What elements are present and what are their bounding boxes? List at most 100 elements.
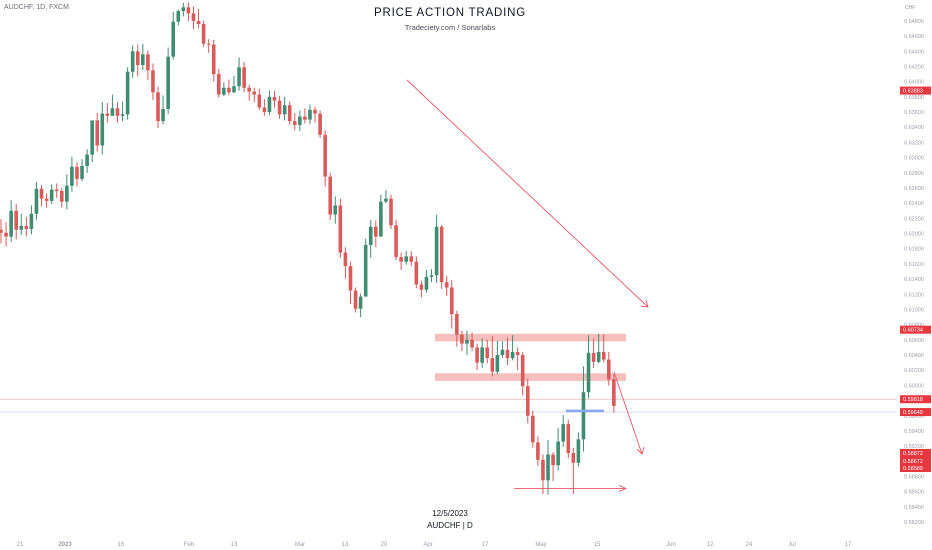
- y-tick-label: 0.62400: [904, 201, 924, 207]
- candle-body: [90, 120, 94, 155]
- x-tick-label: 12: [707, 542, 714, 548]
- candle-body: [470, 339, 474, 348]
- x-tick-label: 24: [746, 542, 753, 548]
- candle-body: [171, 21, 176, 57]
- currency-label: CHF: [905, 5, 916, 11]
- candle-body: [65, 185, 69, 202]
- candle-body: [536, 442, 540, 460]
- downtrend-arrow-head: [640, 299, 649, 308]
- candle-body: [546, 454, 550, 481]
- x-tick-label: 17: [482, 542, 489, 548]
- price-tag-label: 0.59649: [903, 410, 923, 416]
- candle-body: [475, 347, 479, 363]
- price-tag-bg: [900, 408, 931, 417]
- y-tick-label: 0.61000: [904, 307, 924, 313]
- y-tick-label: 0.60600: [904, 338, 924, 344]
- candle-body: [227, 87, 231, 93]
- candle-body: [272, 96, 277, 101]
- candle-body: [287, 105, 292, 122]
- candle-body: [80, 165, 84, 179]
- candle-body: [571, 452, 576, 463]
- x-tick-label: 16: [118, 542, 125, 548]
- candle-body: [201, 23, 206, 44]
- candle-body: [181, 7, 186, 12]
- y-tick-label: 0.63600: [904, 110, 924, 116]
- candle-body: [115, 108, 120, 116]
- y-tick-label: 0.61400: [904, 277, 924, 283]
- candle-body: [242, 67, 246, 88]
- candle-body: [576, 439, 581, 463]
- candle-body: [34, 188, 39, 214]
- x-tick-label: Mar: [295, 542, 305, 548]
- candle-body: [419, 284, 424, 290]
- candle-body: [237, 67, 241, 87]
- candle-body: [439, 226, 444, 283]
- candle-body: [191, 13, 196, 21]
- y-tick-label: 0.63000: [904, 156, 924, 162]
- downtrend-arrow: [406, 79, 649, 308]
- y-tick-label: 0.59400: [904, 429, 924, 435]
- symbol-label[interactable]: AUDCHF, 1D, FXCM: [4, 4, 69, 11]
- candle-body: [54, 189, 59, 192]
- candle-body: [343, 252, 348, 267]
- candle-body: [541, 459, 545, 481]
- candle-body: [444, 282, 449, 288]
- y-tick-label: 0.61800: [904, 247, 924, 253]
- candle-body: [298, 116, 302, 125]
- support-arrow-head: [618, 485, 628, 492]
- candle-body: [24, 225, 29, 229]
- footer-date: 12/5/2023: [432, 509, 468, 518]
- candle-body: [586, 352, 591, 393]
- candle-body: [267, 96, 272, 113]
- price-tag-bg: [900, 449, 931, 457]
- candle-body: [176, 11, 181, 22]
- candle-body: [39, 188, 44, 199]
- candle-body: [455, 314, 459, 335]
- candle-body: [379, 201, 383, 237]
- candle-body: [85, 154, 89, 166]
- candle-body: [282, 105, 287, 115]
- candle-body: [561, 424, 566, 442]
- candle-body: [596, 352, 601, 362]
- candle-body: [449, 287, 454, 315]
- x-tick-label: 13: [231, 542, 238, 548]
- candle-body: [566, 424, 571, 453]
- candle-body: [318, 113, 322, 135]
- candle-body: [480, 347, 484, 363]
- candle-body: [363, 244, 368, 297]
- candle-body: [368, 226, 373, 245]
- candle-body: [556, 441, 560, 466]
- candle-body: [313, 109, 317, 114]
- candle-body: [44, 198, 49, 201]
- candle-body: [292, 121, 297, 125]
- price-tag-label: 0.58672: [903, 459, 923, 465]
- candle-body: [551, 454, 555, 466]
- candle-body: [414, 261, 419, 285]
- y-tick-label: 0.62000: [904, 232, 924, 238]
- y-tick-label: 0.64200: [904, 65, 924, 71]
- candle-body: [222, 87, 226, 95]
- candle-body: [151, 70, 155, 93]
- candle-body: [394, 225, 398, 258]
- y-tick-label: 0.60000: [904, 383, 924, 389]
- candle-body: [196, 20, 201, 24]
- candle-body: [14, 210, 18, 230]
- y-tick-label: 0.62200: [904, 216, 924, 222]
- candle-body: [303, 116, 307, 120]
- candle-body: [404, 256, 408, 262]
- candle-body: [353, 290, 358, 309]
- chart-subtitle: Tradeciety.com / Sonarlabs: [404, 23, 496, 32]
- y-tick-label: 0.58400: [904, 505, 924, 511]
- candle-body: [612, 379, 616, 406]
- y-tick-label: 0.63200: [904, 140, 924, 146]
- x-tick-label: Apr: [423, 542, 432, 548]
- candle-body: [75, 166, 79, 179]
- y-tick-label: 0.64400: [904, 49, 924, 55]
- y-tick-label: 0.61200: [904, 292, 924, 298]
- candle-body: [485, 347, 490, 359]
- candle-body: [257, 94, 262, 108]
- x-tick-label: 17: [845, 542, 852, 548]
- candle-body: [166, 56, 170, 110]
- resistance-zone-1: [435, 373, 626, 381]
